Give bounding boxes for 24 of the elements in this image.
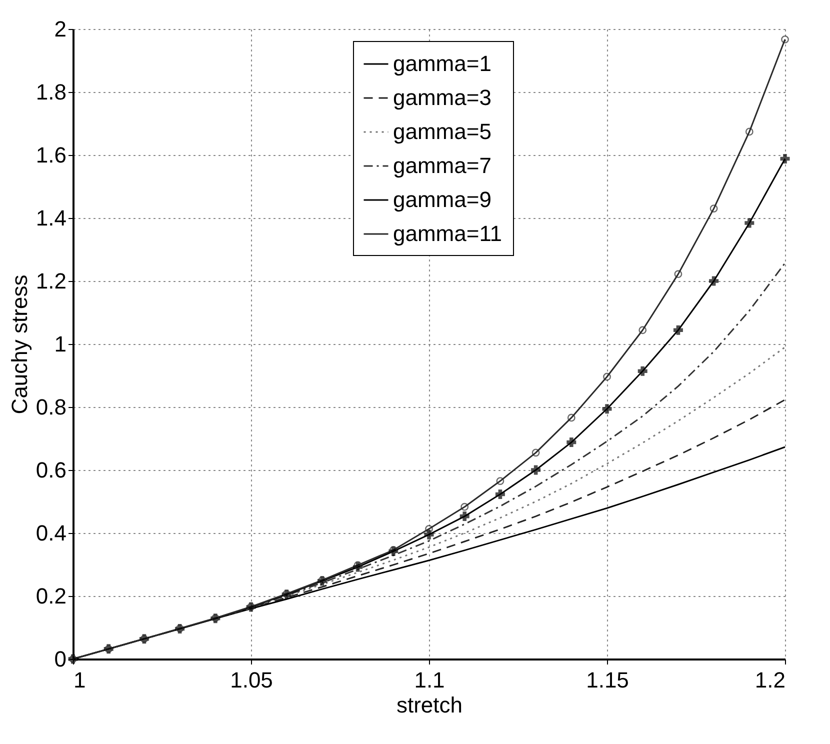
legend-label: gamma=3 — [393, 85, 492, 110]
legend-label: gamma=11 — [393, 221, 502, 246]
x-tick-label: 1.05 — [230, 668, 273, 692]
y-tick-label: 1.2 — [36, 268, 66, 294]
legend-label: gamma=7 — [393, 153, 492, 178]
legend-label: gamma=5 — [393, 119, 492, 144]
y-tick-label: 2 — [54, 16, 66, 42]
y-tick-label: 1 — [54, 332, 66, 356]
legend-label: gamma=9 — [393, 187, 492, 212]
y-tick-label: 0.6 — [36, 458, 66, 482]
y-tick-label: 0 — [54, 646, 66, 672]
y-tick-label: 0.2 — [36, 584, 66, 608]
x-tick-label: 1.2 — [754, 668, 786, 692]
legend-label: gamma=1 — [393, 51, 492, 76]
y-tick-label: 0.8 — [36, 394, 66, 420]
x-axis-title: stretch — [396, 692, 463, 718]
x-tick-label: 1 — [74, 668, 86, 692]
x-tick-label: 1.15 — [586, 668, 629, 692]
x-tick-label: 1.1 — [414, 668, 445, 692]
y-tick-label: 0.4 — [36, 520, 66, 546]
y-axis-title: Cauchy stress — [6, 274, 32, 414]
y-tick-label: 1.6 — [36, 142, 66, 168]
y-tick-label: 1.4 — [36, 206, 66, 230]
y-tick-label: 1.8 — [36, 80, 66, 104]
